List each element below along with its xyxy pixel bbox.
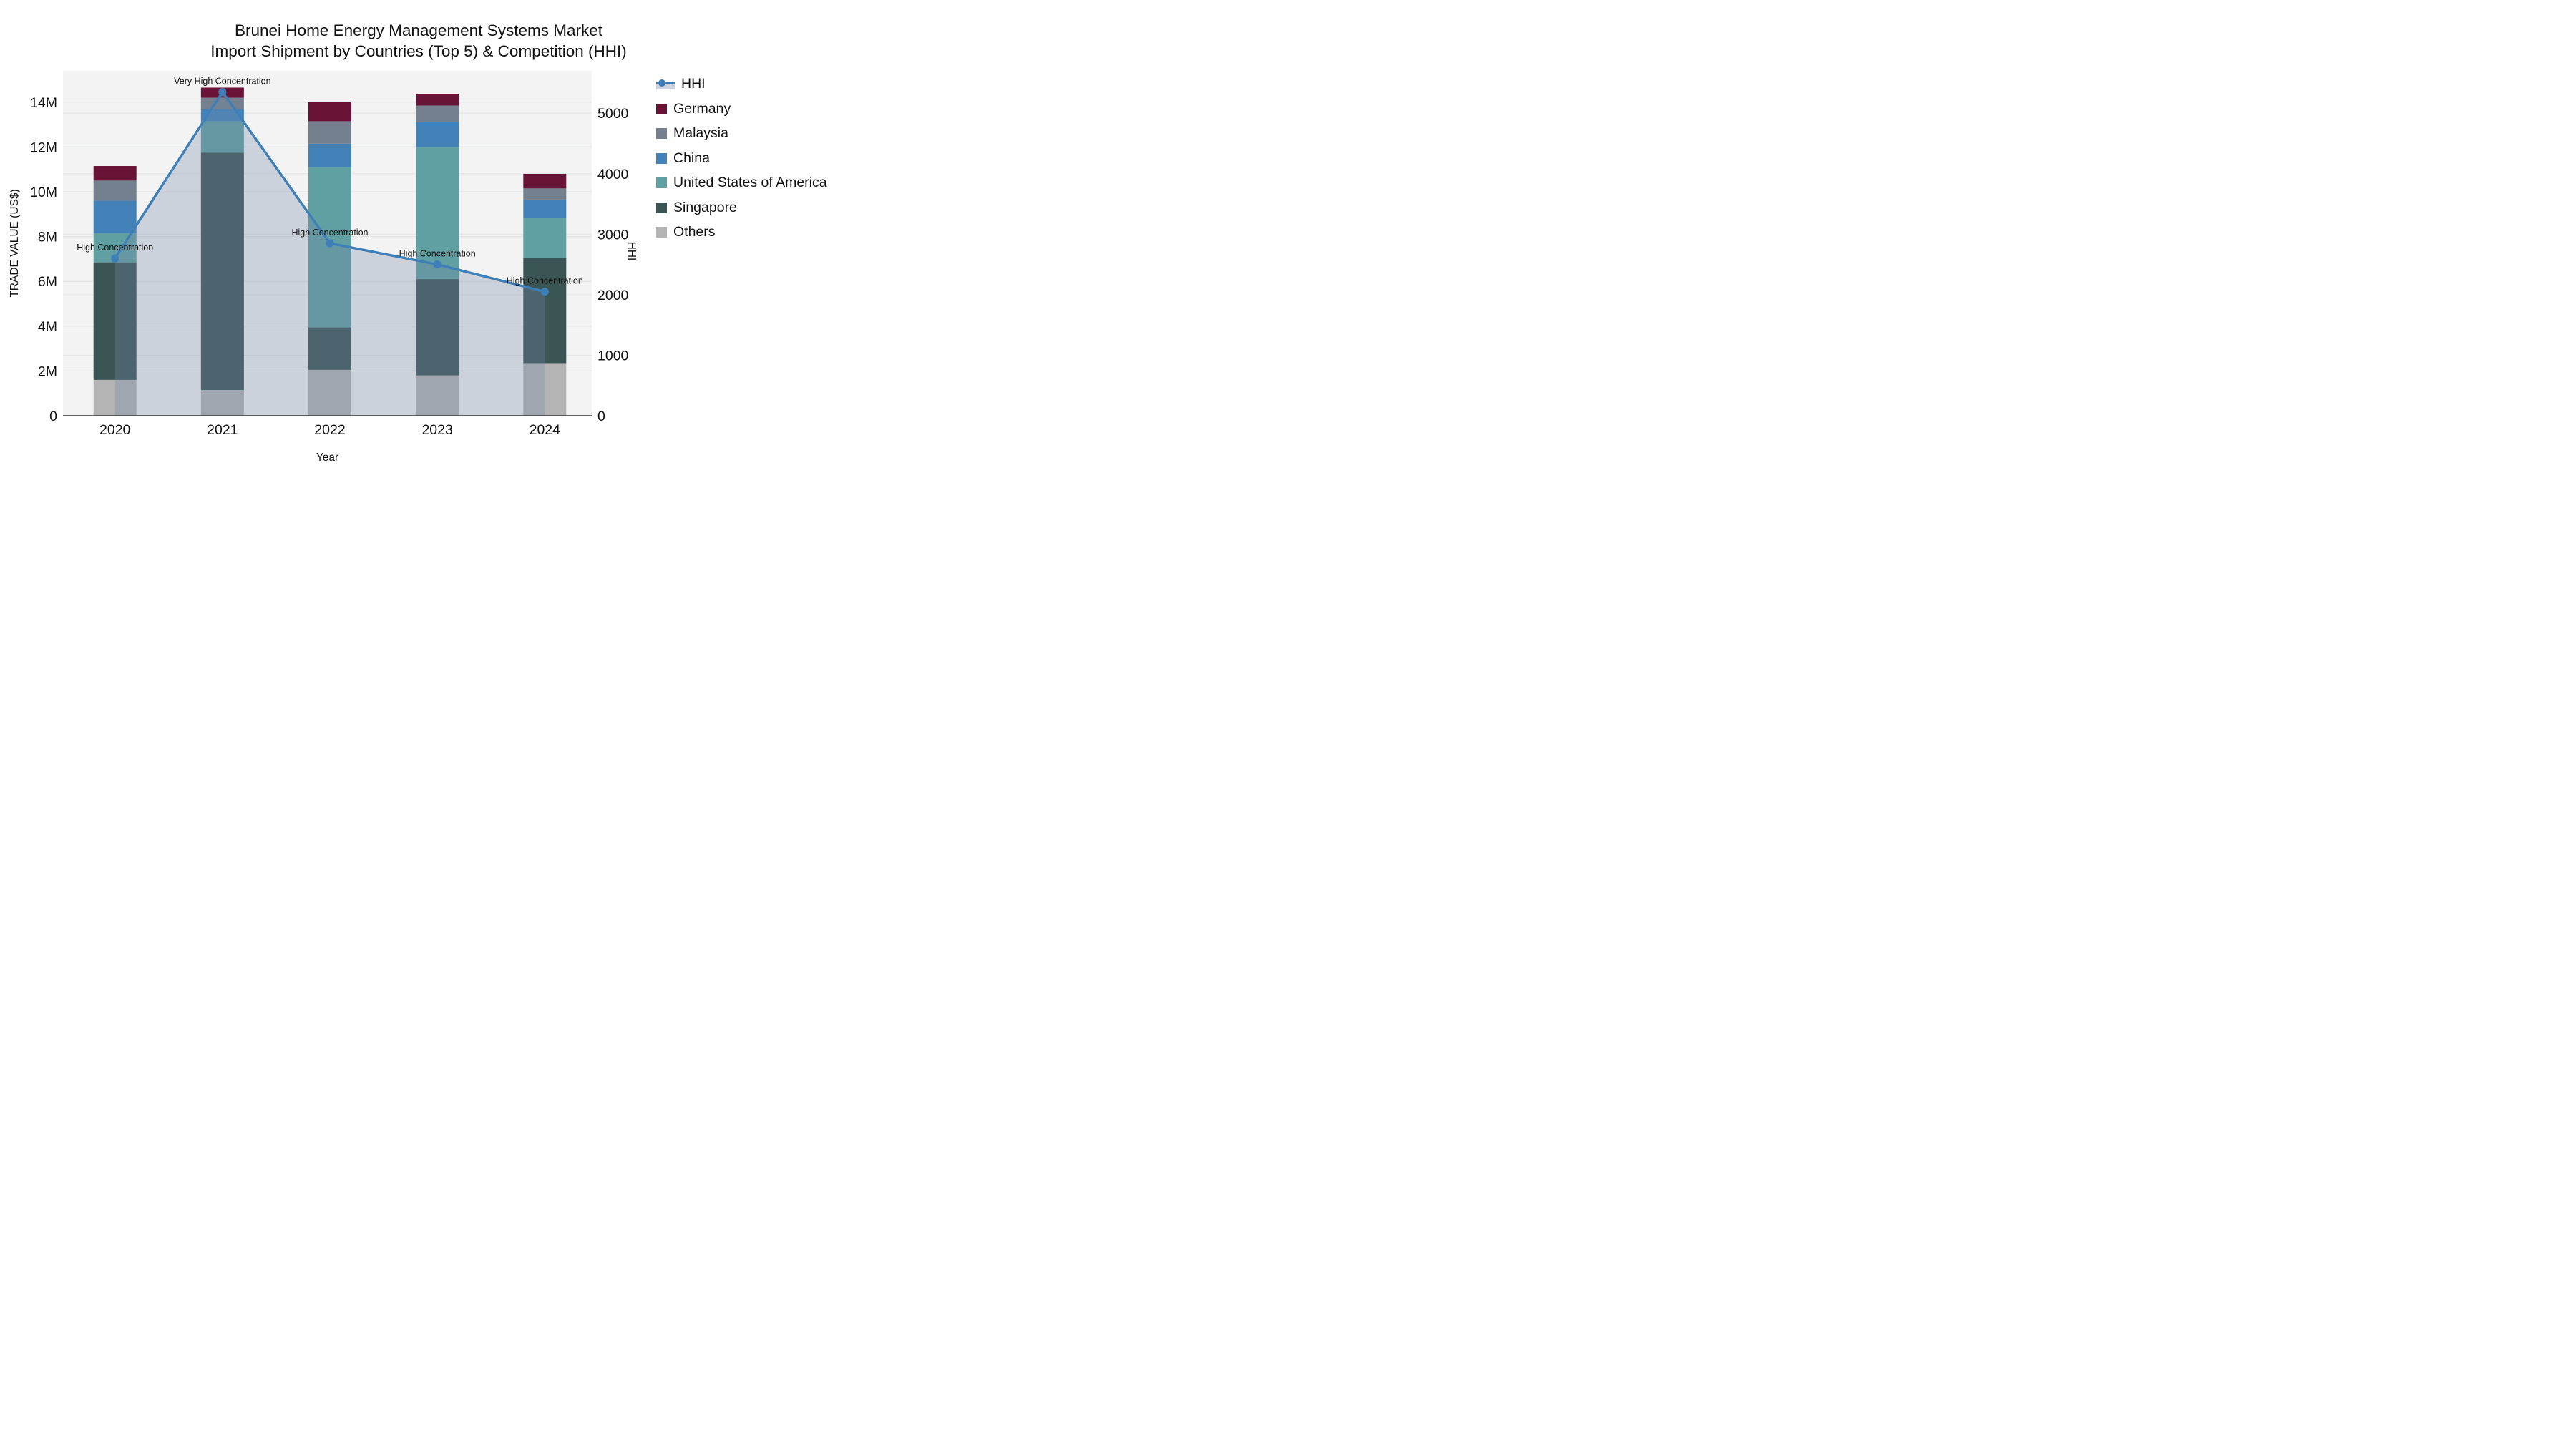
legend-color-swatch-icon (656, 152, 667, 164)
plot-area: High Concentration Very High Concentratio… (30, 71, 629, 438)
legend: HHI Germany Malaysia China United States of … (656, 76, 827, 240)
y-right-tick-label: 1000 (597, 348, 629, 364)
x-axis-title: Year (316, 452, 339, 464)
legend-item-label: HHI (681, 76, 706, 92)
bar-segment-singapore[interactable] (93, 262, 137, 380)
y-left-tick-label: 8M (38, 230, 57, 245)
y-left-tick-label: 0 (49, 409, 57, 424)
y-left-tick-label: 4M (38, 319, 57, 335)
bar-segment-singapore[interactable] (308, 327, 351, 370)
bar-segment-china[interactable] (93, 200, 137, 233)
bar-segment-united-states-of-america[interactable] (200, 121, 244, 153)
x-tick-label-2022: 2022 (314, 422, 345, 438)
annotation-2022: High Concentration (291, 228, 368, 238)
hhi-marker-2021[interactable] (218, 87, 227, 97)
bar-segment-others[interactable] (523, 363, 567, 416)
y-right-tick-label: 5000 (597, 106, 629, 122)
y-right-tick-label: 2000 (597, 288, 629, 303)
annotation-2024: High Concentration (507, 276, 583, 286)
legend-item-label: United States of America (673, 175, 827, 190)
bar-segment-malaysia[interactable] (416, 105, 459, 122)
bar-segment-germany[interactable] (416, 94, 459, 106)
y-right-tick-label: 3000 (597, 227, 629, 243)
chart-title-line2: Import Shipment by Countries (Top 5) & C… (210, 42, 627, 60)
y-left-tick-label: 10M (30, 185, 57, 200)
bar-segment-others[interactable] (200, 390, 244, 416)
legend-item-label: Malaysia (673, 125, 728, 141)
bar-segment-united-states-of-america[interactable] (416, 147, 459, 280)
bar-segment-singapore[interactable] (416, 279, 459, 376)
legend-line-band (656, 83, 675, 89)
legend-item-malaysia[interactable]: Malaysia (656, 125, 827, 142)
bar-segment-others[interactable] (308, 369, 351, 416)
bar-segment-others[interactable] (93, 379, 137, 416)
chart-figure: Brunei Home Energy Management Systems Ma… (0, 0, 859, 483)
legend-item-singapore[interactable]: Singapore (656, 200, 827, 216)
x-tick-label-2023: 2023 (421, 422, 452, 438)
bar-segment-china[interactable] (416, 122, 459, 147)
hhi-marker-2023[interactable] (433, 260, 441, 269)
legend-line-swatch-icon (656, 79, 675, 89)
legend-item-germany[interactable]: Germany (656, 101, 827, 117)
bar-segment-malaysia[interactable] (308, 121, 351, 144)
bar-segment-united-states-of-america[interactable] (523, 218, 567, 258)
bar-segment-germany[interactable] (523, 173, 567, 189)
bar-segment-china[interactable] (308, 143, 351, 167)
legend-color-swatch-icon (656, 227, 667, 238)
x-tick-label-2020: 2020 (99, 422, 131, 438)
chart-title-line1: Brunei Home Energy Management Systems Ma… (235, 21, 602, 39)
bar-segment-singapore[interactable] (523, 258, 567, 364)
y-axis-title-right: HHI (625, 241, 638, 261)
legend-color-swatch-icon (656, 103, 667, 114)
hhi-area-fill (114, 92, 545, 416)
legend-item-label: Others (673, 224, 716, 240)
y-left-tick-label: 2M (38, 364, 57, 379)
legend-line-line (656, 82, 675, 84)
x-tick-label-2024: 2024 (530, 422, 561, 438)
y-left-tick-label: 6M (38, 274, 57, 290)
bar-segment-germany[interactable] (308, 102, 351, 122)
y-left-tick-label: 12M (30, 140, 57, 155)
bar-segment-malaysia[interactable] (523, 188, 567, 200)
legend-item-label: China (673, 150, 710, 166)
bar-segment-china[interactable] (523, 199, 567, 218)
bar-segment-malaysia[interactable] (93, 180, 137, 201)
y-left-tick-label: 14M (30, 95, 57, 111)
annotation-2021: Very High Concentration (174, 77, 271, 87)
x-tick-label-2021: 2021 (207, 422, 238, 438)
legend-item-others[interactable]: Others (656, 224, 827, 240)
legend-item-china[interactable]: China (656, 150, 827, 167)
legend-item-label: Singapore (673, 199, 737, 215)
legend-color-swatch-icon (656, 202, 667, 213)
legend-item-hhi[interactable]: HHI (656, 76, 827, 92)
legend-line-dot (658, 79, 665, 87)
hhi-marker-2022[interactable] (326, 239, 334, 248)
legend-color-swatch-icon (656, 177, 667, 188)
bar-segment-china[interactable] (200, 109, 244, 122)
legend-color-swatch-icon (656, 128, 667, 139)
chart-title: Brunei Home Energy Management Systems Ma… (0, 20, 837, 62)
y-right-tick-label: 4000 (597, 167, 629, 182)
bar-segment-germany[interactable] (93, 166, 137, 181)
hhi-marker-2020[interactable] (111, 254, 119, 263)
annotation-2020: High Concentration (77, 243, 153, 253)
hhi-marker-2024[interactable] (540, 288, 549, 296)
legend-item-label: Germany (673, 100, 731, 117)
legend-item-united-states-of-america[interactable]: United States of America (656, 175, 827, 191)
annotation-2023: High Concentration (399, 249, 476, 259)
bar-segment-others[interactable] (416, 375, 459, 416)
y-axis-title-left: TRADE VALUE (US$) (9, 189, 21, 298)
y-right-tick-label: 0 (597, 409, 605, 424)
bar-segment-singapore[interactable] (200, 152, 244, 391)
